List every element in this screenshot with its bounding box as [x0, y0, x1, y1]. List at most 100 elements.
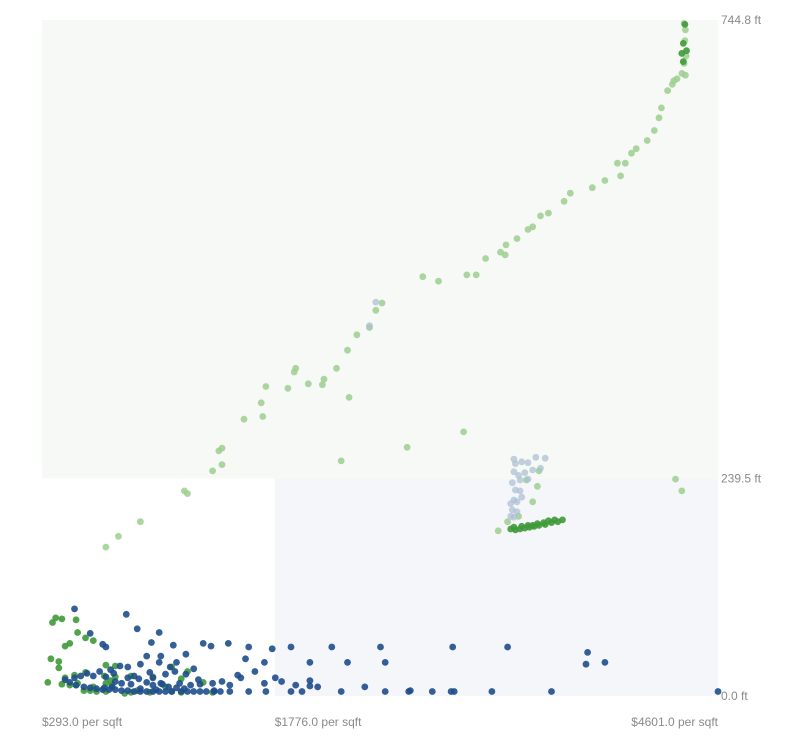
data-point	[102, 673, 110, 681]
data-point	[403, 443, 411, 451]
data-point	[162, 670, 169, 678]
data-point	[513, 235, 521, 243]
data-point	[171, 668, 179, 675]
data-point	[124, 687, 132, 694]
data-point	[86, 684, 94, 692]
data-point	[287, 643, 295, 651]
data-point	[672, 475, 679, 483]
data-point	[127, 680, 135, 688]
data-point	[292, 681, 300, 689]
data-point	[516, 476, 524, 484]
data-point	[366, 322, 373, 330]
data-point	[226, 681, 234, 689]
data-point	[628, 149, 635, 157]
data-point	[111, 662, 119, 670]
data-point	[89, 672, 97, 680]
data-point	[502, 241, 510, 249]
data-point	[77, 672, 85, 680]
data-point	[234, 671, 242, 679]
data-point	[683, 47, 690, 55]
data-point	[257, 399, 265, 407]
data-point	[180, 685, 188, 693]
background-regions	[42, 20, 718, 696]
data-point	[190, 665, 198, 673]
data-point	[116, 662, 124, 670]
data-point	[143, 688, 151, 695]
data-point	[218, 461, 226, 468]
data-point	[102, 661, 110, 669]
data-point	[55, 664, 63, 672]
data-point	[513, 498, 521, 506]
data-point	[337, 457, 345, 465]
data-point	[218, 678, 226, 685]
data-point	[111, 678, 119, 685]
data-point	[66, 679, 74, 686]
data-point	[655, 114, 663, 122]
data-point	[582, 660, 590, 668]
data-point	[124, 663, 132, 671]
data-point	[217, 688, 224, 695]
data-point	[130, 688, 138, 695]
data-point	[353, 331, 361, 339]
data-point	[601, 659, 609, 666]
data-point	[169, 641, 177, 649]
data-point	[566, 189, 574, 197]
data-points	[44, 20, 722, 697]
data-point	[190, 688, 198, 695]
data-point	[406, 687, 414, 694]
data-point	[504, 643, 511, 651]
data-point	[71, 674, 78, 682]
data-point	[210, 687, 218, 694]
data-point	[165, 683, 173, 691]
data-point	[428, 688, 436, 695]
data-point	[435, 277, 442, 285]
data-point	[58, 615, 66, 623]
data-point	[534, 482, 541, 490]
data-point	[664, 87, 671, 94]
data-point	[209, 679, 217, 687]
data-point	[372, 298, 380, 306]
data-point	[72, 681, 80, 689]
data-point	[588, 184, 596, 192]
data-point	[290, 368, 298, 376]
data-point	[521, 469, 529, 477]
data-point	[545, 209, 552, 217]
data-point	[137, 660, 144, 668]
data-point	[89, 637, 97, 644]
data-point	[61, 642, 69, 650]
data-point	[559, 516, 566, 524]
data-point	[450, 688, 458, 695]
data-point	[108, 683, 116, 691]
data-point	[226, 688, 234, 695]
data-point	[668, 80, 676, 88]
data-point	[314, 683, 322, 691]
data-point	[157, 679, 165, 687]
data-point	[617, 172, 624, 180]
data-point	[262, 383, 270, 390]
data-point	[378, 299, 386, 307]
data-point	[345, 394, 353, 401]
data-point	[224, 640, 232, 647]
data-point	[510, 513, 518, 521]
data-point	[529, 498, 537, 506]
data-point	[497, 248, 504, 256]
data-point	[83, 669, 91, 677]
data-point	[449, 643, 457, 651]
data-point	[381, 659, 389, 666]
data-point	[537, 464, 544, 472]
data-point	[344, 346, 351, 354]
data-point	[182, 650, 190, 658]
data-point	[524, 475, 532, 483]
y-tick-label: 744.8 ft	[721, 13, 762, 27]
data-point	[513, 508, 521, 516]
data-point	[271, 674, 279, 682]
data-point	[472, 271, 480, 279]
data-point	[209, 467, 217, 475]
data-point	[524, 226, 532, 233]
data-point	[504, 518, 511, 526]
data-point	[199, 640, 207, 647]
data-point	[242, 655, 249, 663]
data-point	[93, 685, 100, 693]
data-point	[55, 658, 63, 665]
